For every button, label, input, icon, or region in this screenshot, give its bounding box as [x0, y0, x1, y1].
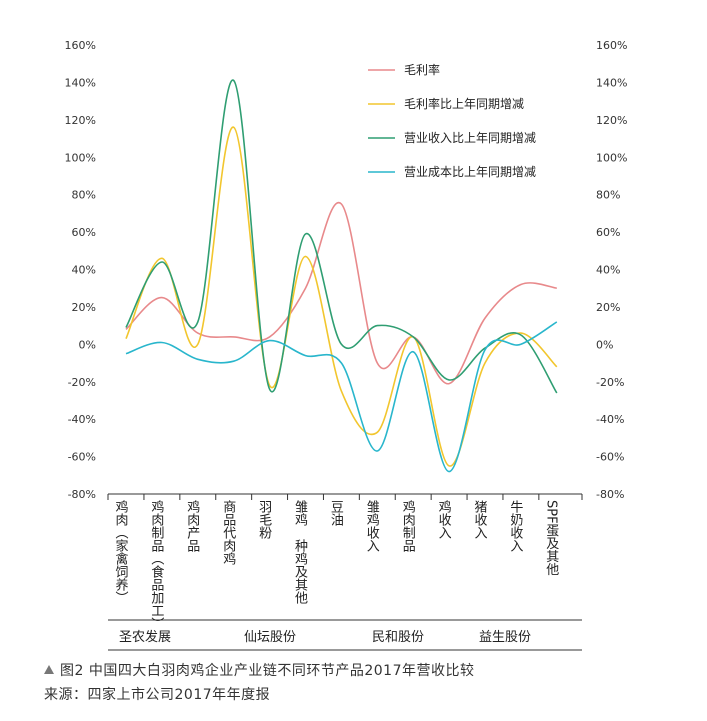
caption-source: 来源：四家上市公司2017年年度报	[44, 687, 271, 703]
group-label: 仙坛股份	[244, 630, 296, 645]
y-tick-label: -60%	[596, 451, 624, 464]
y-tick-label: -80%	[596, 488, 624, 501]
y-tick-label: 80%	[72, 189, 96, 202]
category-label: 鸡肉（家禽饲养）	[113, 499, 129, 604]
y-tick-label: 60%	[596, 226, 620, 239]
category-labels: 鸡肉（家禽饲养） 鸡肉制品（食品加工） 鸡肉产品 商品代肉鸡 羽毛粉 雏鸡 种鸡及其他 豆油…	[113, 499, 559, 630]
y-tick-label: 40%	[596, 264, 620, 277]
category-label: 雏鸡收入	[364, 499, 380, 552]
company-group-labels: 圣农发展 仙坛股份 民和股份 益生股份	[119, 629, 531, 645]
y-tick-label: 140%	[596, 76, 627, 89]
series-lines	[125, 79, 558, 473]
category-label: 鸡肉制品（食品加工）	[148, 499, 164, 630]
category-label: 鸡收入	[436, 499, 452, 539]
y-tick-label: 80%	[596, 189, 620, 202]
y-tick-label: 120%	[596, 114, 627, 127]
line-chart: 160% 140% 120% 100% 80% 60% 40% 20% 0% -20% -40% -6…	[65, 39, 627, 651]
figure-source: 来源：四家上市公司2017年年度报	[44, 684, 270, 704]
category-label: 豆油	[328, 500, 344, 526]
series-line-1	[125, 201, 557, 385]
category-label: 羽毛粉	[256, 500, 272, 539]
y-tick-label: -20%	[596, 376, 624, 389]
category-label: 猪收入	[472, 500, 488, 539]
y-tick-label: 100%	[596, 151, 627, 164]
y-tick-label: 60%	[72, 226, 96, 239]
group-label: 圣农发展	[119, 629, 171, 645]
category-label: SPF蛋及其他	[543, 500, 559, 577]
category-label: 鸡肉产品	[184, 499, 200, 552]
axis-lines	[107, 493, 583, 651]
figure-caption: 图2 中国四大白羽肉鸡企业产业链不同环节产品2017年营收比较	[44, 660, 475, 680]
y-tick-label: -40%	[68, 413, 96, 426]
right-y-axis: 160% 140% 120% 100% 80% 60% 40% 20% 0% -20% -40% -6…	[596, 39, 627, 501]
legend-label: 毛利率	[404, 62, 440, 77]
y-tick-label: 100%	[65, 151, 96, 164]
y-tick-label: -80%	[68, 488, 96, 501]
legend-label: 营业成本比上年同期增减	[404, 165, 536, 179]
category-label: 雏鸡 种鸡及其他	[292, 499, 308, 605]
category-label: 牛奶收入	[507, 500, 523, 552]
y-tick-label: 20%	[596, 301, 620, 314]
category-label: 商品代肉鸡	[220, 500, 236, 565]
y-tick-label: 40%	[72, 264, 96, 277]
category-label: 鸡肉制品	[400, 499, 416, 552]
y-tick-label: -60%	[68, 451, 96, 464]
left-y-axis: 160% 140% 120% 100% 80% 60% 40% 20% 0% -20% -40% -6…	[65, 39, 96, 501]
triangle-icon	[44, 665, 54, 674]
group-label: 益生股份	[479, 630, 531, 645]
y-tick-label: -40%	[596, 413, 624, 426]
y-tick-label: 140%	[65, 76, 96, 89]
series-line-4	[125, 321, 558, 473]
y-tick-label: 160%	[596, 39, 627, 52]
y-tick-label: 0%	[79, 338, 96, 351]
y-tick-label: 0%	[596, 338, 613, 351]
y-tick-label: 160%	[65, 39, 96, 52]
y-tick-label: 20%	[72, 301, 96, 314]
y-tick-label: -20%	[68, 376, 96, 389]
series-line-3	[125, 79, 558, 394]
legend-label: 毛利率比上年同期增减	[404, 96, 524, 111]
group-label: 民和股份	[372, 630, 424, 645]
y-tick-label: 120%	[65, 114, 96, 127]
caption-title: 图2 中国四大白羽肉鸡企业产业链不同环节产品2017年营收比较	[60, 663, 475, 679]
legend-label: 营业收入比上年同期增减	[404, 131, 536, 145]
